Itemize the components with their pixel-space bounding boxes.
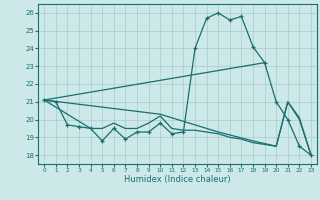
X-axis label: Humidex (Indice chaleur): Humidex (Indice chaleur) xyxy=(124,175,231,184)
